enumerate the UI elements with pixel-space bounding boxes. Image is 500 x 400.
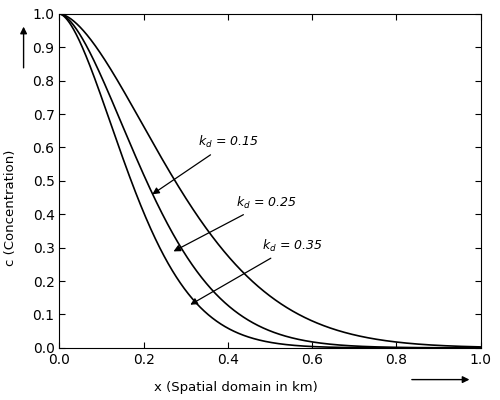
Text: x (Spatial domain in km): x (Spatial domain in km) bbox=[154, 381, 318, 394]
Text: c (Concentration): c (Concentration) bbox=[4, 149, 18, 266]
Text: $k_d$ = 0.35: $k_d$ = 0.35 bbox=[192, 238, 322, 304]
Text: $k_d$ = 0.25: $k_d$ = 0.25 bbox=[174, 194, 296, 251]
Text: $k_d$ = 0.15: $k_d$ = 0.15 bbox=[154, 134, 259, 194]
